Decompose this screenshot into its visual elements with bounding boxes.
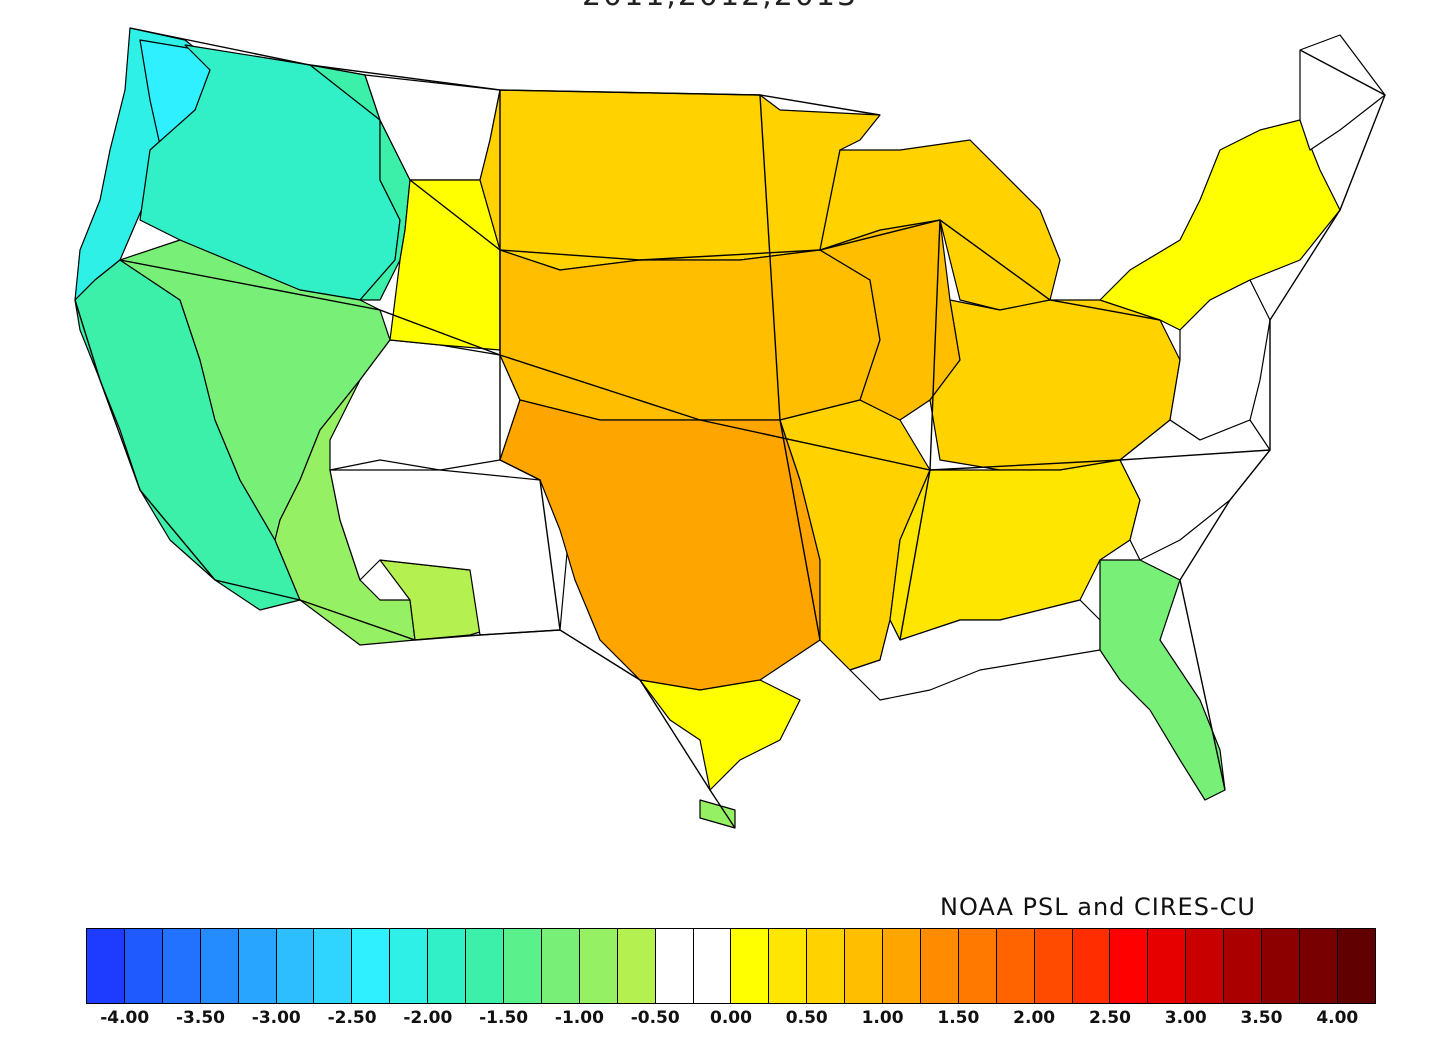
boundary-lines	[74, 27, 1386, 829]
legend-tick-labels: -4.00 -3.50 -3.00 -2.50 -2.00 -1.50 -1.00 -0.50…	[86, 1008, 1376, 1032]
region-gulf-coast	[849, 599, 1101, 701]
region-florida	[1099, 559, 1226, 801]
legend-swatch	[617, 929, 656, 1003]
legend-swatch	[200, 929, 239, 1003]
region-texas-coast	[639, 679, 801, 791]
legend-swatch	[276, 929, 315, 1003]
region-central-plains	[499, 249, 881, 421]
legend-swatch	[1186, 929, 1225, 1003]
legend-swatch	[1110, 929, 1149, 1003]
legend-swatch	[1072, 929, 1111, 1003]
legend-swatch	[807, 929, 846, 1003]
legend-swatch	[352, 929, 391, 1003]
boundary-line	[119, 259, 1271, 471]
legend-tick-label: -3.00	[251, 1008, 301, 1028]
legend-swatch	[466, 929, 504, 1003]
legend-swatch	[390, 929, 429, 1003]
legend-tick-label: 3.50	[1240, 1008, 1283, 1028]
legend-tick-label: -1.50	[479, 1008, 529, 1028]
legend-swatch	[655, 929, 694, 1003]
region-upper-new-england	[1299, 34, 1386, 151]
legend-swatch	[1148, 929, 1187, 1003]
legend-swatch	[314, 929, 353, 1003]
legend-swatch	[1034, 929, 1073, 1003]
regions-layer	[74, 27, 1386, 829]
legend-swatch	[996, 929, 1035, 1003]
legend-tick-label: -1.00	[554, 1008, 604, 1028]
legend-swatch	[428, 929, 467, 1003]
boundary-line	[759, 94, 821, 641]
map-title-fragment: 2011,2012,2013	[0, 0, 1440, 13]
map-area: 2011,2012,2013	[0, 0, 1440, 829]
legend-swatch	[503, 929, 542, 1003]
legend-swatch	[693, 929, 732, 1003]
legend-swatch	[1300, 929, 1338, 1003]
legend-tick-label: 1.50	[937, 1008, 980, 1028]
legend-swatch	[238, 929, 277, 1003]
legend-tick-label: -2.00	[403, 1008, 453, 1028]
boundary-line	[899, 219, 941, 641]
legend-swatch	[162, 929, 201, 1003]
legend-swatch	[1337, 929, 1375, 1003]
region-northern-plains	[479, 89, 881, 271]
legend-swatch	[920, 929, 959, 1003]
legend-tick-label: 2.50	[1088, 1008, 1131, 1028]
us-climate-division-map	[74, 27, 1386, 829]
data-credit: NOAA PSL and CIRES-CU	[940, 893, 1256, 921]
legend-swatch	[579, 929, 618, 1003]
legend-tick-label: 0.00	[710, 1008, 752, 1028]
boundary-line	[74, 299, 736, 829]
legend-tick-label: -0.50	[630, 1008, 680, 1028]
legend-tick-label: 1.00	[861, 1008, 904, 1028]
legend-tick-label: 2.00	[1013, 1008, 1056, 1028]
legend-tick-label: 4.00	[1316, 1008, 1359, 1028]
legend-swatch	[769, 929, 808, 1003]
legend-tick-label: 3.00	[1164, 1008, 1207, 1028]
boundary-line	[1179, 49, 1386, 791]
legend-tick-label: 0.50	[785, 1008, 828, 1028]
legend-tick-label: -4.00	[100, 1008, 150, 1028]
legend-swatch	[1262, 929, 1300, 1003]
legend-swatch	[845, 929, 884, 1003]
legend-swatch	[731, 929, 770, 1003]
region-mid-atlantic-coast	[1169, 279, 1271, 441]
legend-swatch	[87, 929, 125, 1003]
legend-swatch	[883, 929, 921, 1003]
legend-swatch	[1224, 929, 1263, 1003]
legend-tick-label: -2.50	[327, 1008, 377, 1028]
boundary-line	[499, 90, 561, 631]
region-south-texas-tip	[699, 799, 736, 829]
legend-swatch	[124, 929, 163, 1003]
legend-swatch	[541, 929, 580, 1003]
legend-tick-label: -3.50	[175, 1008, 225, 1028]
color-scale-legend	[86, 928, 1376, 1004]
legend-swatch	[958, 929, 997, 1003]
